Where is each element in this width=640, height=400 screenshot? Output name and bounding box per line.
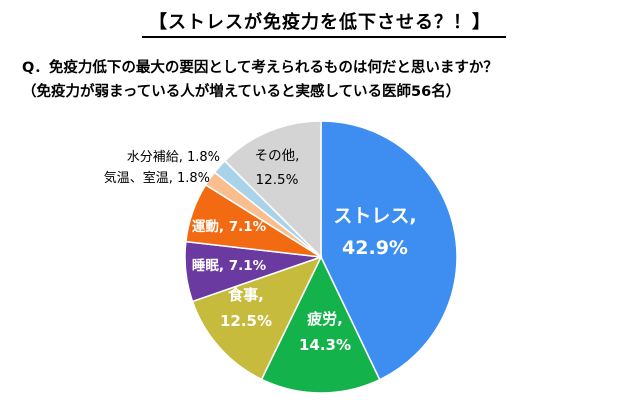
pie-slice [320,120,458,381]
slice-label: 疲労, [307,310,343,328]
slice-label: 気温、室温, 1.8% [104,170,210,186]
question-subtext: （免疫力が弱まっている人が増えていると実感している医師56名） [22,84,461,100]
slice-label: 睡眠, 7.1% [192,258,267,274]
slice-label: 14.3% [299,336,351,354]
pie-slice [191,255,323,381]
slice-label: 運動, 7.1% [192,218,267,235]
slice-label: ストレス, [333,205,416,227]
slice-label: 水分補給, 1.8% [127,150,220,165]
slice-label: 食事, [228,286,264,304]
slice-label: その他, [255,148,300,164]
pie-slice [223,120,322,259]
chart-title: 【ストレスが免疫力を低下させる？！】 [149,12,491,33]
slice-label: 12.5% [220,312,272,330]
pie-slice [260,255,381,394]
slice-label: 42.9% [342,237,408,259]
slice-label: 12.5% [256,172,299,188]
question-text: Q．免疫力低下の最大の要因として考えられるものは何だと思いますか？ [22,60,498,76]
title-underline [142,36,506,38]
